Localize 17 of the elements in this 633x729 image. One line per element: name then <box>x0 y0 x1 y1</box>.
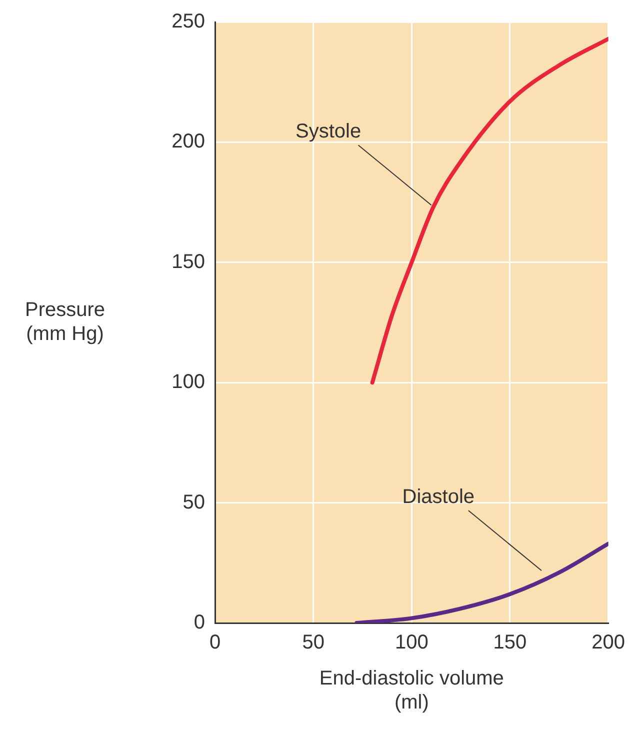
x-axis-title: End-diastolic volume (ml) <box>319 668 504 714</box>
y-tick-label: 0 <box>194 612 205 634</box>
x-tick-label: 50 <box>302 632 324 654</box>
annotation: Systole <box>295 120 362 143</box>
y-tick-label: 150 <box>172 250 205 273</box>
line-series <box>370 36 608 385</box>
x-tick-label: 200 <box>592 632 626 654</box>
y-tick-label: 100 <box>172 371 205 394</box>
y-tick-label: 200 <box>172 130 205 153</box>
x-tick-label: 150 <box>493 632 527 654</box>
y-tick-label: 50 <box>182 491 205 514</box>
annotation: Diastole <box>402 486 475 508</box>
x-tick-label: 100 <box>394 632 428 654</box>
y-tick-label: 250 <box>172 10 205 33</box>
y-axis-title: Pressure (mm Hg) <box>24 299 106 346</box>
line-series <box>354 542 608 623</box>
x-tick-label: 0 <box>209 632 221 654</box>
